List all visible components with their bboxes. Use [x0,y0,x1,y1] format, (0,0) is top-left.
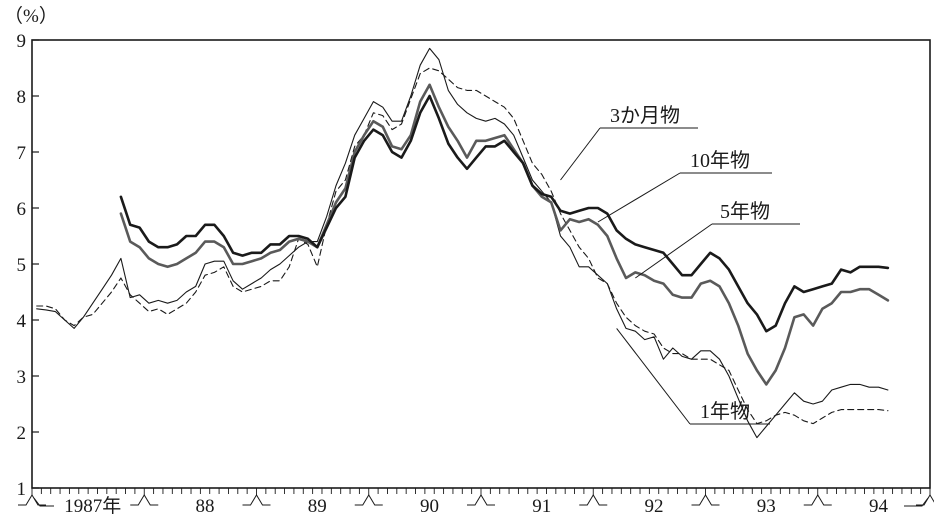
x-year-label: 92 [645,496,664,517]
annotation-layer: 3か月物 10年物 5年物 1年物 [561,104,800,424]
annotation-label: 3か月物 [610,104,680,127]
y-tick-label: 1 [17,479,27,500]
y-tick-label: 7 [17,143,27,164]
x-year-label: 1987年 [64,495,121,517]
y-tick-label: 5 [17,255,27,276]
x-year-label: 91 [532,496,551,517]
annotation-label: 5年物 [720,200,770,223]
x-year-bracket [355,495,383,505]
x-year-bracket [130,495,158,505]
annotation-leader [598,173,680,222]
y-tick-label: 4 [17,311,27,332]
annotation-label: 1年物 [700,400,750,423]
x-year-bracket [579,495,607,505]
x-year-label: 90 [420,496,439,517]
plot-frame [32,40,930,488]
annotation-leader [561,128,600,180]
annotation-leader [635,224,712,278]
series-line [37,48,888,437]
series-line [37,68,888,424]
series-line [121,96,888,331]
series-line [121,85,888,385]
y-tick-label: 3 [17,367,27,388]
x-year-bracket [692,495,720,505]
y-tick-label: 2 [17,423,27,444]
annotation-label: 10年物 [690,149,750,172]
x-year-bracket [804,495,832,505]
x-year-label: 88 [196,496,215,517]
y-tick-label: 8 [17,87,27,108]
x-year-bracket [243,495,271,505]
y-unit-label: （%） [4,5,58,27]
y-tick-label: 9 [17,31,27,52]
plot-frame-layer [32,40,930,488]
x-year-bracket [467,495,495,505]
x-year-label: 89 [308,496,327,517]
x-year-label: 94 [869,496,889,517]
x-year-label: 93 [757,496,776,517]
series-layer [37,48,888,437]
x-year-bracket [916,495,934,505]
y-tick-label: 6 [17,199,27,220]
annotation-leader [617,328,690,424]
